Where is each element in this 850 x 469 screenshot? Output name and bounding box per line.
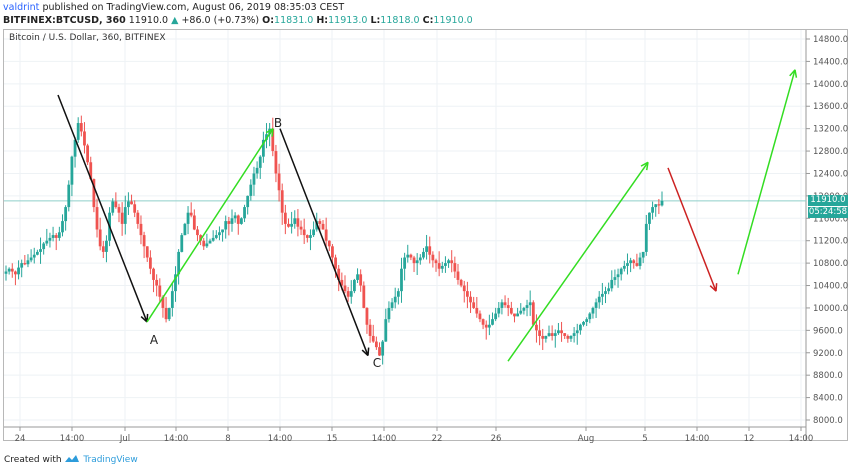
high-value: 11913.0 xyxy=(328,15,368,26)
candles xyxy=(4,115,664,365)
trend-arrow[interactable] xyxy=(737,69,796,275)
time-tick-label: 14:00 xyxy=(268,434,293,444)
symbol-label: BITFINEX:BTCUSD, 360 xyxy=(3,15,126,26)
price-tick-label: 13600.0 xyxy=(813,102,848,112)
open-label: O: xyxy=(262,15,275,26)
open-value: 11831.0 xyxy=(274,15,314,26)
price-tick-label: 14400.0 xyxy=(813,57,848,67)
trend-arrow[interactable] xyxy=(279,128,369,356)
chart-frame xyxy=(3,29,848,441)
price-change: +86.0 (+0.73%) xyxy=(181,15,260,26)
tradingview-logo-icon xyxy=(65,455,80,462)
time-tick-label: 8 xyxy=(225,434,230,444)
footer: Created with TradingView xyxy=(4,453,138,465)
wave-labels: A B C xyxy=(150,116,381,370)
last-price: 11910.0 xyxy=(128,15,169,26)
price-tick-label: 14800.0 xyxy=(813,35,848,45)
wave-label-c: C xyxy=(373,356,381,370)
price-tick-label: 14000.0 xyxy=(813,80,848,90)
countdown-tag: 05:24:58 xyxy=(808,207,848,218)
time-tick-label: 26 xyxy=(491,434,502,444)
grid-lines xyxy=(4,30,806,427)
wave-label-b: B xyxy=(274,116,282,130)
time-tick-label: 14:00 xyxy=(372,434,397,444)
time-tick-label: Jul xyxy=(119,434,130,444)
time-axis[interactable]: 24 14:00 Jul 14:00 8 14:00 15 14:00 22 26 Aug 5 14:0… xyxy=(15,427,814,444)
time-tick-label: Aug xyxy=(578,434,595,444)
time-tick-label: 14:00 xyxy=(789,434,814,444)
price-tick-label: 9600.0 xyxy=(813,326,843,336)
price-tick-label: 10000.0 xyxy=(813,304,848,314)
low-label: L: xyxy=(370,15,381,26)
tradingview-brand-link[interactable]: TradingView xyxy=(83,455,138,465)
series-title: Bitcoin / U.S. Dollar, 360, BITFINEX xyxy=(9,33,166,43)
high-label: H: xyxy=(316,15,329,26)
published-text: published on TradingView.com, August 06,… xyxy=(42,2,345,13)
up-triangle-icon: ▲ xyxy=(171,15,179,26)
last-price-tag: 11910.0 xyxy=(808,195,848,206)
price-tick-label: 10400.0 xyxy=(813,282,848,292)
publish-info: valdrint published on TradingView.com, A… xyxy=(3,2,344,13)
price-tick-label: 12400.0 xyxy=(813,169,848,179)
trend-arrow[interactable] xyxy=(146,128,274,323)
price-tick-label: 13200.0 xyxy=(813,125,848,135)
close-value: 11910.0 xyxy=(433,15,473,26)
time-tick-label: 12 xyxy=(744,434,755,444)
price-tick-label: 10800.0 xyxy=(813,259,848,269)
wave-label-a: A xyxy=(150,333,159,347)
trend-arrow[interactable] xyxy=(57,94,148,323)
time-tick-label: 5 xyxy=(642,434,647,444)
price-tick-label: 9200.0 xyxy=(813,349,843,359)
close-label: C: xyxy=(422,15,434,26)
time-tick-label: 14:00 xyxy=(685,434,710,444)
trend-arrow[interactable] xyxy=(667,167,717,292)
publisher-link[interactable]: valdrint xyxy=(3,2,40,13)
low-value: 11818.0 xyxy=(380,15,420,26)
price-tick-label: 8800.0 xyxy=(813,371,843,381)
time-tick-label: 22 xyxy=(432,434,443,444)
price-tick-label: 8400.0 xyxy=(813,394,843,404)
price-axis[interactable]: 8000.0 8400.0 8800.0 9200.0 9600.0 10000.0 104… xyxy=(806,35,848,426)
price-tick-label: 8000.0 xyxy=(813,416,843,426)
time-tick-label: 24 xyxy=(15,434,26,444)
trend-arrow[interactable] xyxy=(507,161,649,362)
time-tick-label: 14:00 xyxy=(164,434,189,444)
price-tick-label: 12800.0 xyxy=(813,147,848,157)
time-tick-label: 15 xyxy=(327,434,338,444)
time-tick-label: 14:00 xyxy=(60,434,85,444)
drawing-arrows[interactable] xyxy=(57,69,798,362)
symbol-ohlc-line: BITFINEX:BTCUSD, 360 11910.0 ▲ +86.0 (+0… xyxy=(3,15,473,26)
price-tick-label: 11600.0 xyxy=(813,214,848,224)
created-with-text: Created with xyxy=(4,455,62,465)
price-tick-label: 11200.0 xyxy=(813,237,848,247)
